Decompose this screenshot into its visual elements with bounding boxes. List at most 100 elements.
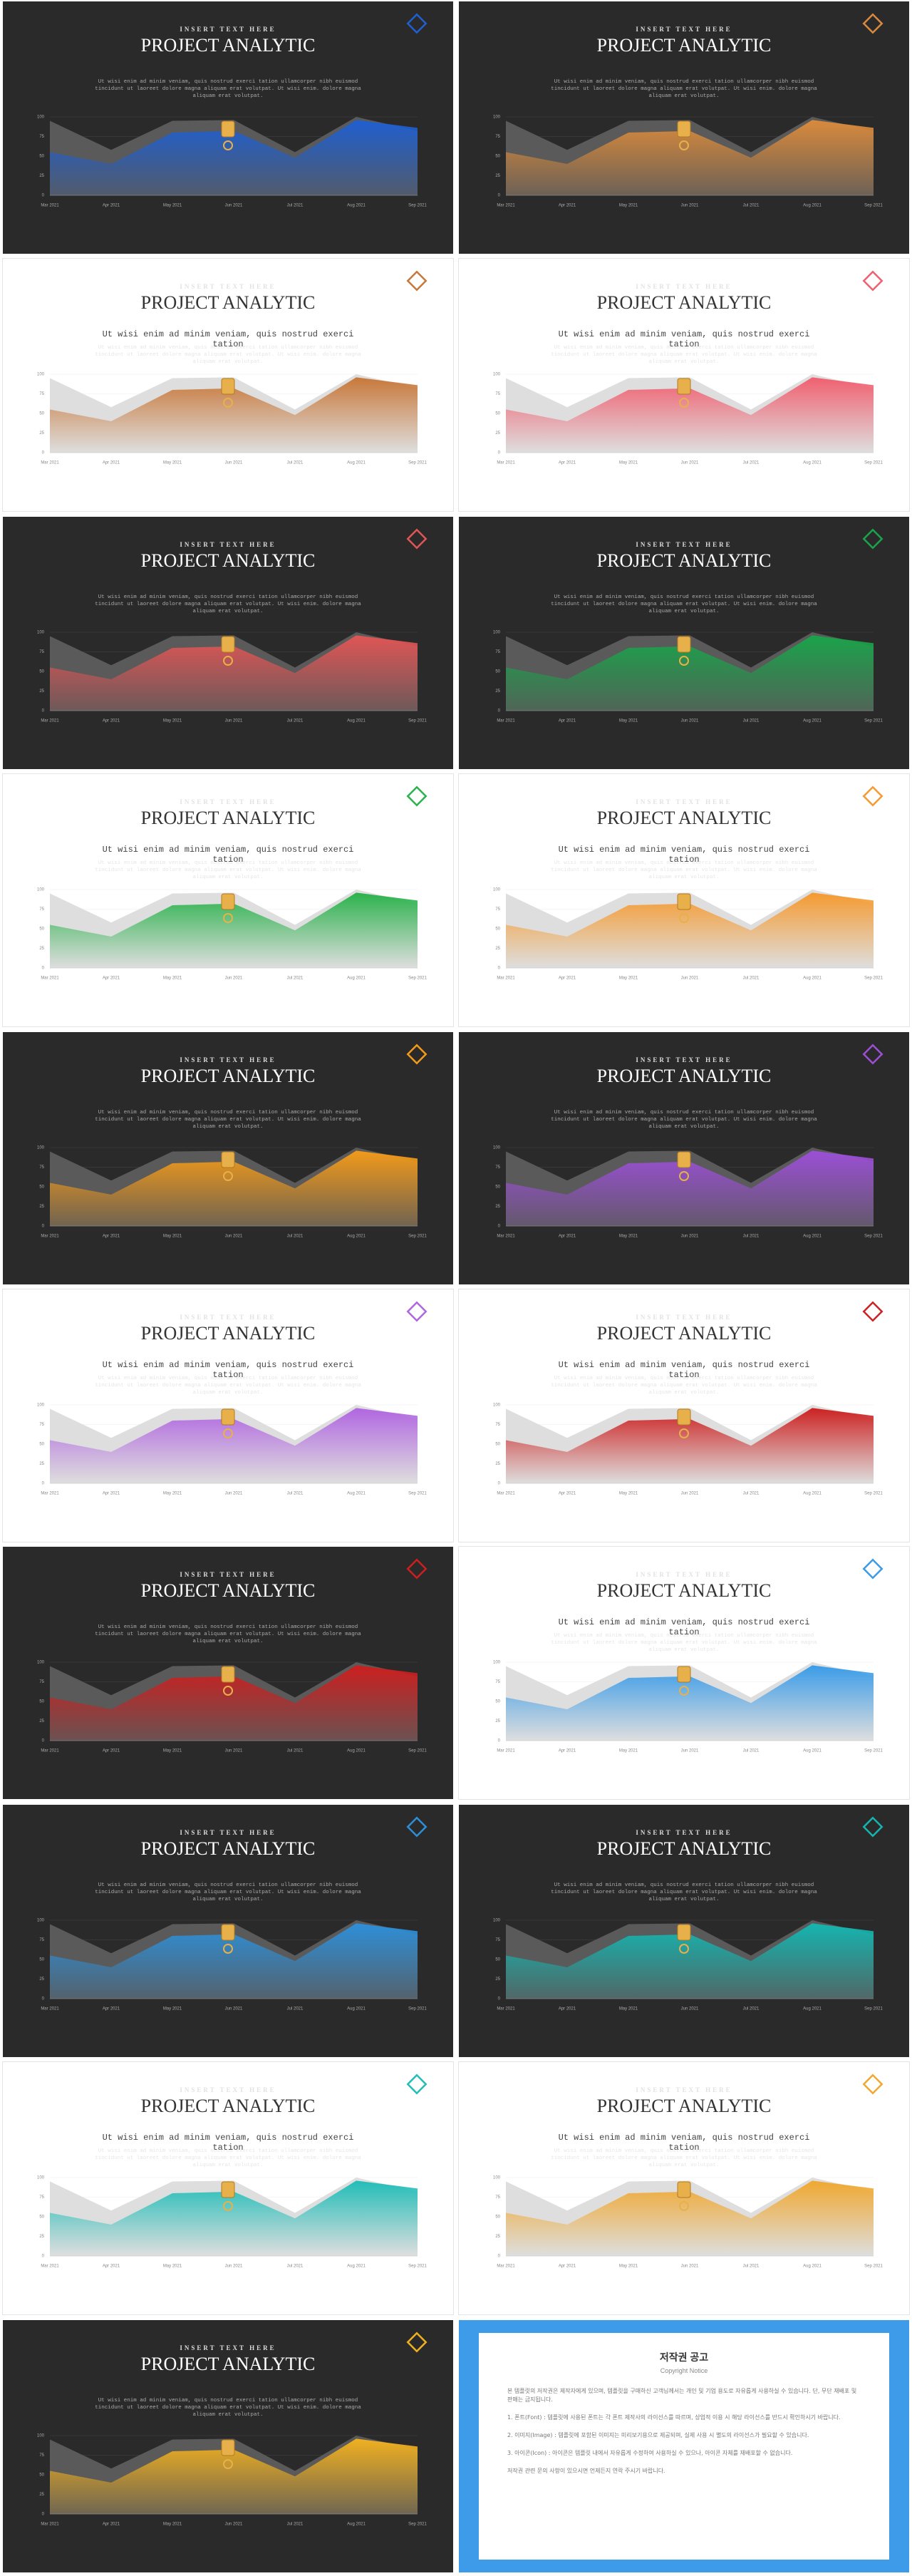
area bbox=[506, 377, 874, 453]
lead-text: tation bbox=[212, 855, 243, 865]
x-tick-label: Sep 2021 bbox=[864, 2265, 883, 2269]
body-text: Ut wisi enim ad minim veniam, quis nostr… bbox=[554, 1376, 814, 1381]
y-tick-label: 0 bbox=[42, 1224, 45, 1228]
slide: INSERT TEXT HERE PROJECT ANALYTIC Ut wisi … bbox=[3, 259, 453, 512]
body-text: aliquam erat volutpat. bbox=[192, 1897, 263, 1902]
medal-icon bbox=[221, 2439, 235, 2456]
body-text: Ut wisi enim ad minim veniam, quis nostr… bbox=[554, 594, 814, 600]
y-tick-label: 25 bbox=[495, 2235, 500, 2239]
slide-canvas: INSERT TEXT HERE PROJECT ANALYTIC Ut wisi … bbox=[493, 528, 884, 723]
area bbox=[50, 1923, 418, 1999]
x-tick-label: May 2021 bbox=[163, 2265, 182, 2269]
x-tick-label: Apr 2021 bbox=[103, 1749, 120, 1753]
x-tick-label: Jul 2021 bbox=[743, 461, 760, 465]
lead-text: tation bbox=[668, 340, 699, 350]
medal-icon bbox=[677, 1666, 691, 1683]
medal-icon bbox=[221, 1408, 235, 1426]
title: PROJECT ANALYTIC bbox=[597, 2096, 772, 2116]
x-tick-label: Jul 2021 bbox=[743, 1492, 760, 1496]
corner-icon bbox=[862, 270, 884, 292]
body-text: tincidunt ut laoreet dolore magna aliqua… bbox=[95, 352, 361, 358]
lead-text: Ut wisi enim ad minim veniam, quis nostr… bbox=[103, 845, 354, 855]
y-tick-label: 100 bbox=[493, 2176, 501, 2180]
x-tick-label: May 2021 bbox=[619, 718, 638, 723]
x-tick-label: Jul 2021 bbox=[287, 2265, 304, 2269]
x-tick-label: Mar 2021 bbox=[41, 1234, 59, 1238]
slide: INSERT TEXT HERE PROJECT ANALYTIC Ut wisi … bbox=[3, 1547, 453, 1800]
lead-text: tation bbox=[212, 1370, 243, 1380]
lead-text: tation bbox=[212, 2143, 243, 2153]
x-tick-label: Apr 2021 bbox=[559, 204, 576, 208]
x-tick-label: Jun 2021 bbox=[225, 1492, 243, 1496]
slide-canvas: INSERT TEXT HERE PROJECT ANALYTIC Ut wisi … bbox=[37, 13, 428, 208]
x-tick-label: Jul 2021 bbox=[287, 1234, 304, 1238]
body-text: aliquam erat volutpat. bbox=[192, 609, 263, 614]
medal-icon bbox=[223, 2458, 233, 2469]
medal-icon bbox=[221, 1924, 235, 1941]
x-tick-label: Mar 2021 bbox=[41, 2522, 59, 2526]
y-tick-label: 75 bbox=[495, 1680, 500, 1684]
body-text: Ut wisi enim ad minim veniam, quis nostr… bbox=[554, 2148, 814, 2154]
x-tick-label: Mar 2021 bbox=[497, 1749, 515, 1753]
area bbox=[50, 1408, 418, 1483]
slide-canvas: INSERT TEXT HERE PROJECT ANALYTIC Ut wisi … bbox=[37, 2332, 428, 2526]
area bbox=[50, 1665, 418, 1741]
body-text: tincidunt ut laoreet dolore magna aliqua… bbox=[551, 1383, 817, 1389]
x-tick-label: May 2021 bbox=[619, 1492, 638, 1496]
slide: INSERT TEXT HERE PROJECT ANALYTIC Ut wisi … bbox=[459, 1, 909, 254]
corner-icon bbox=[862, 1044, 884, 1065]
notice-paragraph: 1. 폰트(Font) : 템플릿에 사용된 폰트는 각 폰트 제작사의 라이선… bbox=[507, 2414, 841, 2421]
y-tick-label: 100 bbox=[493, 1661, 501, 1665]
body-text: aliquam erat volutpat. bbox=[648, 875, 719, 880]
y-tick-label: 50 bbox=[495, 412, 500, 416]
y-tick-label: 25 bbox=[39, 1977, 44, 1982]
slide-canvas: INSERT TEXT HERE PROJECT ANALYTIC Ut wisi … bbox=[37, 1301, 428, 1496]
y-tick-label: 0 bbox=[42, 1739, 45, 1743]
slide: INSERT TEXT HERE PROJECT ANALYTIC Ut wisi … bbox=[3, 2062, 453, 2315]
y-tick-label: 50 bbox=[39, 2215, 44, 2220]
y-tick-label: 75 bbox=[39, 1165, 44, 1170]
corner-icon bbox=[862, 1816, 884, 1838]
y-tick-label: 50 bbox=[39, 927, 44, 932]
body-text: Ut wisi enim ad minim veniam, quis nostr… bbox=[554, 1110, 814, 1116]
y-tick-label: 100 bbox=[493, 1403, 501, 1408]
body-text: tincidunt ut laoreet dolore magna aliqua… bbox=[95, 1632, 361, 1637]
y-tick-label: 25 bbox=[39, 2235, 44, 2239]
x-tick-label: Aug 2021 bbox=[803, 2006, 822, 2011]
medal-icon bbox=[221, 1666, 235, 1683]
y-tick-label: 75 bbox=[495, 135, 500, 139]
x-tick-label: Jul 2021 bbox=[743, 1234, 760, 1238]
medal-icon bbox=[221, 120, 235, 138]
medal-icon bbox=[223, 398, 233, 408]
y-tick-label: 0 bbox=[498, 1997, 501, 2001]
y-tick-label: 25 bbox=[495, 1719, 500, 1724]
kicker: INSERT TEXT HERE bbox=[636, 1829, 732, 1836]
x-tick-label: Sep 2021 bbox=[408, 204, 427, 208]
x-tick-label: May 2021 bbox=[619, 1749, 638, 1753]
y-tick-label: 0 bbox=[42, 709, 45, 713]
slide-canvas: INSERT TEXT HERE PROJECT ANALYTIC Ut wisi … bbox=[493, 2073, 884, 2269]
area bbox=[506, 635, 874, 711]
y-tick-label: 25 bbox=[495, 431, 500, 436]
lead-text: Ut wisi enim ad minim veniam, quis nostr… bbox=[559, 845, 810, 855]
y-tick-label: 75 bbox=[39, 650, 44, 654]
x-tick-label: Sep 2021 bbox=[864, 461, 883, 465]
area bbox=[50, 635, 418, 711]
x-tick-label: Sep 2021 bbox=[864, 2006, 883, 2011]
x-tick-label: Apr 2021 bbox=[103, 204, 120, 208]
slide: INSERT TEXT HERE PROJECT ANALYTIC Ut wisi … bbox=[459, 1804, 909, 2057]
area bbox=[50, 377, 418, 453]
y-tick-label: 75 bbox=[495, 2195, 500, 2200]
slide: INSERT TEXT HERE PROJECT ANALYTIC Ut wisi … bbox=[459, 2062, 909, 2315]
y-tick-label: 25 bbox=[495, 947, 500, 951]
x-tick-label: Mar 2021 bbox=[41, 2265, 59, 2269]
y-tick-label: 25 bbox=[39, 689, 44, 694]
medal-icon bbox=[223, 1686, 233, 1696]
y-tick-label: 75 bbox=[39, 2453, 44, 2458]
x-tick-label: Apr 2021 bbox=[103, 2006, 120, 2011]
slide-canvas: INSERT TEXT HERE PROJECT ANALYTIC Ut wisi … bbox=[37, 2073, 428, 2269]
body-text: Ut wisi enim ad minim veniam, quis nostr… bbox=[98, 2398, 358, 2404]
title: PROJECT ANALYTIC bbox=[141, 2096, 316, 2116]
x-tick-label: Aug 2021 bbox=[803, 718, 822, 723]
